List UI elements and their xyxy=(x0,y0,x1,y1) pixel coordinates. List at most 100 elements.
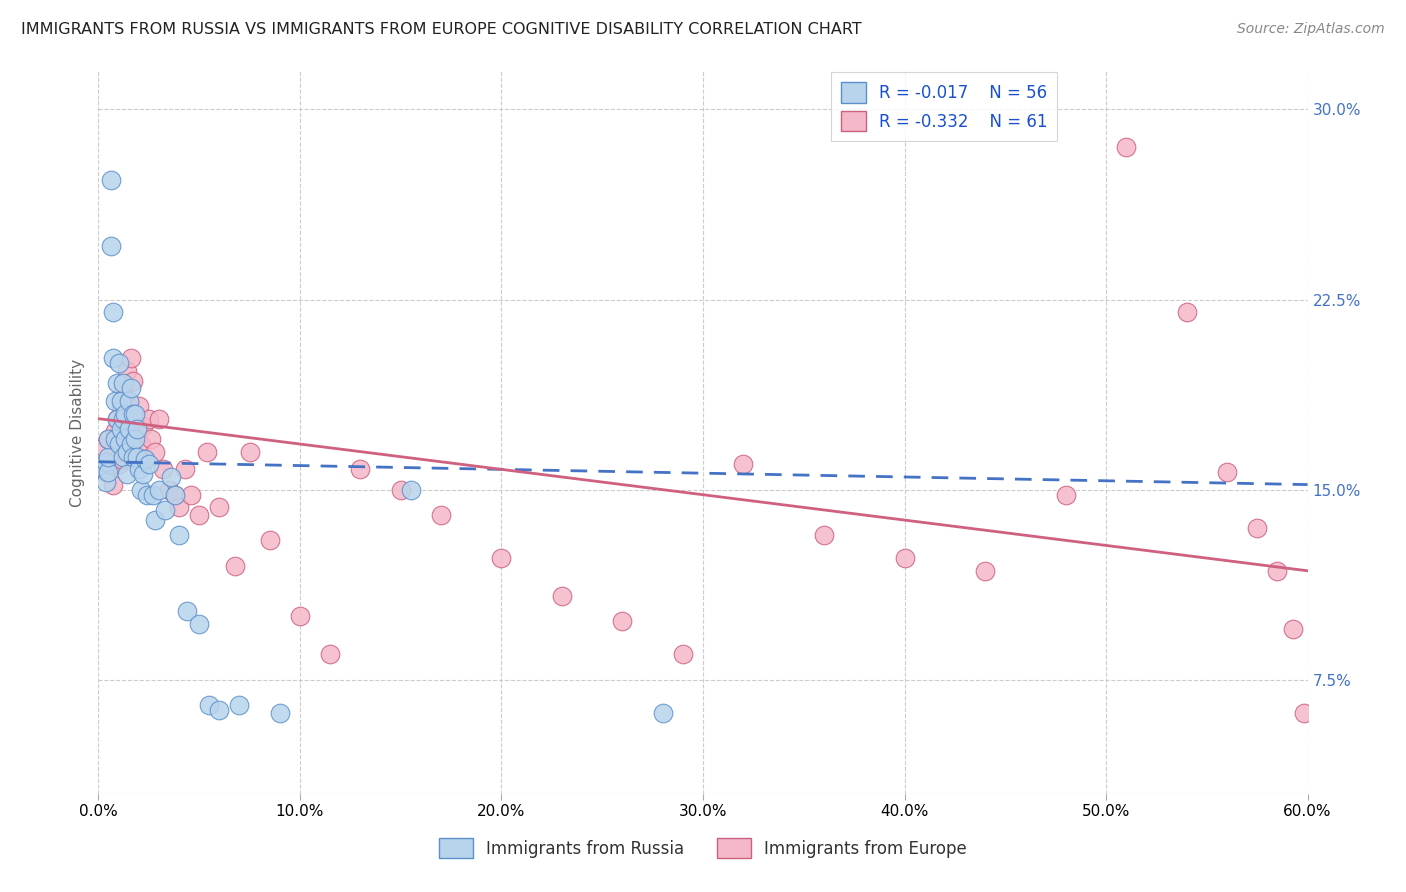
Point xyxy=(1115,140,1137,154)
Point xyxy=(198,698,221,713)
Point xyxy=(111,411,134,425)
Point xyxy=(124,407,146,421)
Point xyxy=(129,437,152,451)
Point xyxy=(259,533,281,548)
Point xyxy=(974,564,997,578)
Point xyxy=(1267,564,1289,578)
Legend: Immigrants from Russia, Immigrants from Europe: Immigrants from Russia, Immigrants from … xyxy=(433,831,973,865)
Point xyxy=(143,513,166,527)
Point xyxy=(125,422,148,436)
Point xyxy=(288,609,311,624)
Point xyxy=(134,452,156,467)
Point xyxy=(228,698,250,713)
Point xyxy=(120,381,142,395)
Point xyxy=(105,376,128,391)
Point xyxy=(1054,488,1077,502)
Point xyxy=(157,483,180,497)
Point xyxy=(134,452,156,467)
Point xyxy=(1282,622,1305,636)
Point xyxy=(132,419,155,434)
Point xyxy=(93,440,115,454)
Point xyxy=(121,407,143,421)
Point xyxy=(1292,706,1315,720)
Point xyxy=(107,458,129,472)
Point xyxy=(121,374,143,388)
Point xyxy=(152,462,174,476)
Point xyxy=(120,351,142,365)
Point xyxy=(163,488,186,502)
Point xyxy=(97,432,120,446)
Point xyxy=(143,444,166,458)
Point xyxy=(118,432,141,446)
Point xyxy=(893,551,915,566)
Point xyxy=(208,703,231,717)
Point xyxy=(97,465,120,479)
Point xyxy=(491,551,513,566)
Point xyxy=(101,477,124,491)
Point xyxy=(107,356,129,370)
Point xyxy=(111,381,134,395)
Point xyxy=(651,706,673,720)
Point xyxy=(124,411,146,425)
Point xyxy=(118,393,141,408)
Point xyxy=(96,475,118,489)
Text: IMMIGRANTS FROM RUSSIA VS IMMIGRANTS FROM EUROPE COGNITIVE DISABILITY CORRELATIO: IMMIGRANTS FROM RUSSIA VS IMMIGRANTS FRO… xyxy=(21,22,862,37)
Point xyxy=(174,462,197,476)
Point xyxy=(1246,521,1268,535)
Point xyxy=(139,432,162,446)
Point xyxy=(180,488,202,502)
Point xyxy=(115,444,138,458)
Point xyxy=(135,488,157,502)
Point xyxy=(125,450,148,464)
Point xyxy=(239,444,262,458)
Point xyxy=(111,376,134,391)
Point xyxy=(132,467,155,482)
Point xyxy=(349,462,371,476)
Point xyxy=(115,467,138,482)
Point xyxy=(128,462,150,476)
Point xyxy=(124,432,146,446)
Point xyxy=(100,458,122,472)
Point xyxy=(176,604,198,618)
Point xyxy=(1175,305,1198,319)
Point xyxy=(121,450,143,464)
Point xyxy=(125,425,148,439)
Point xyxy=(188,508,211,522)
Point xyxy=(672,648,695,662)
Y-axis label: Cognitive Disability: Cognitive Disability xyxy=(70,359,86,507)
Point xyxy=(399,483,422,497)
Point xyxy=(105,411,128,425)
Point xyxy=(551,589,574,603)
Point xyxy=(118,393,141,408)
Point xyxy=(115,363,138,377)
Point xyxy=(100,173,122,187)
Point xyxy=(612,615,634,629)
Point xyxy=(101,351,124,365)
Text: Source: ZipAtlas.com: Source: ZipAtlas.com xyxy=(1237,22,1385,37)
Point xyxy=(138,411,160,425)
Point xyxy=(389,483,412,497)
Point xyxy=(188,617,211,632)
Point xyxy=(319,648,342,662)
Point xyxy=(118,422,141,436)
Point xyxy=(110,393,132,408)
Point xyxy=(107,437,129,451)
Point xyxy=(195,444,218,458)
Point xyxy=(97,450,120,464)
Point xyxy=(114,432,136,446)
Point xyxy=(142,488,165,502)
Point xyxy=(269,706,291,720)
Point xyxy=(167,528,190,542)
Point xyxy=(107,432,129,446)
Point xyxy=(120,437,142,451)
Point xyxy=(110,422,132,436)
Point xyxy=(103,432,125,446)
Point xyxy=(93,462,115,476)
Point xyxy=(148,411,170,425)
Point xyxy=(1216,465,1239,479)
Point xyxy=(208,500,231,515)
Point xyxy=(153,503,176,517)
Point xyxy=(110,452,132,467)
Point xyxy=(813,528,835,542)
Point xyxy=(101,305,124,319)
